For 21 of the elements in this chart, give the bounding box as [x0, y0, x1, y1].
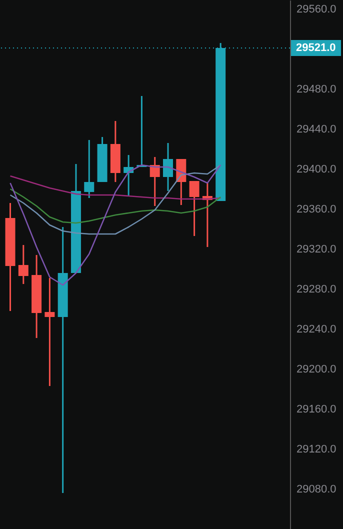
y-tick-label: 29240.0 — [296, 324, 336, 336]
candlestick — [150, 156, 160, 207]
line-series — [10, 188, 222, 224]
y-tick-label: 29200.0 — [296, 364, 336, 376]
candlestick — [189, 180, 200, 237]
y-tick-label: 29360.0 — [296, 204, 336, 216]
ref-line-label: 29521.0 — [296, 42, 336, 54]
y-tick-label: 29080.0 — [296, 484, 336, 496]
y-tick-label: 29560.0 — [296, 4, 336, 16]
line-series — [10, 175, 222, 200]
candlestick — [18, 244, 28, 285]
y-tick-label: 29440.0 — [296, 124, 336, 136]
y-tick-label: 29120.0 — [296, 444, 336, 456]
candlestick — [44, 277, 55, 387]
candlestick — [84, 139, 94, 199]
y-tick-label: 29480.0 — [296, 84, 336, 96]
candlestick — [163, 142, 174, 192]
y-tick-label: 29400.0 — [296, 164, 336, 176]
y-tick-label: 29320.0 — [296, 244, 336, 256]
y-tick-label: 29160.0 — [296, 404, 336, 416]
y-tick-label: 29280.0 — [296, 284, 336, 296]
